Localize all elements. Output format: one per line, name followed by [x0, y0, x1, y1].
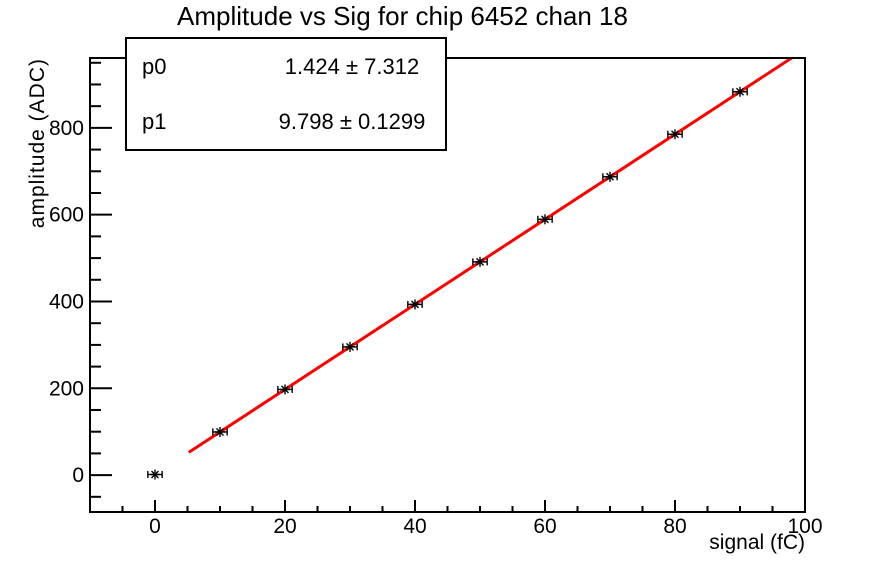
x-tick-label: 0 — [149, 515, 161, 538]
x-tick-label: 100 — [787, 515, 822, 538]
stat-value: 9.798 ± 0.1299 — [278, 108, 426, 134]
marker-line — [346, 342, 354, 351]
marker-line — [476, 257, 484, 266]
marker-line — [151, 470, 159, 479]
data-point — [407, 299, 423, 310]
axes-layer: 0 20 40 60 80 100 0 200 400 600 800 — [49, 61, 823, 538]
marker-line — [541, 215, 549, 224]
y-axis-title: amplitude (ADC) — [26, 58, 49, 228]
x-tick-label: 40 — [403, 515, 426, 538]
stat-name: p0 — [142, 53, 167, 79]
stat-value: 1.424 ± 7.312 — [284, 53, 420, 79]
data-point — [602, 171, 618, 182]
fit-line — [187, 58, 795, 454]
data-point — [277, 384, 293, 395]
x-tick-label: 20 — [273, 515, 296, 538]
fit-stats-box: p0 1.424 ± 7.312 p1 9.798 ± 0.1299 — [125, 37, 447, 151]
stats-row-p1: p1 9.798 ± 0.1299 — [127, 94, 445, 149]
data-point — [342, 341, 358, 352]
marker-line — [216, 427, 224, 436]
stat-name: p1 — [142, 108, 167, 134]
y-tick-label: 0 — [72, 464, 84, 487]
data-point — [212, 426, 228, 437]
y-tick-label: 400 — [49, 290, 84, 313]
y-tick-label: 200 — [49, 377, 84, 400]
x-tick-label: 80 — [663, 515, 686, 538]
marker-line — [736, 87, 744, 96]
data-point — [472, 256, 488, 267]
data-point — [667, 129, 683, 140]
data-point — [732, 86, 748, 97]
stats-row-p0: p0 1.424 ± 7.312 — [127, 39, 445, 94]
x-tick-label: 60 — [533, 515, 556, 538]
fit-line-layer — [187, 58, 795, 454]
plot-title: Amplitude vs Sig for chip 6452 chan 18 — [177, 1, 628, 31]
data-point — [537, 214, 553, 225]
marker-line — [671, 130, 679, 139]
marker-line — [411, 300, 419, 309]
x-axis-title: signal (fC) — [709, 531, 805, 554]
marker-line — [281, 385, 289, 394]
y-tick-label: 600 — [49, 204, 84, 227]
data-points-layer — [147, 86, 748, 480]
marker-line — [606, 172, 614, 181]
data-point — [147, 469, 163, 480]
y-tick-label: 800 — [49, 117, 84, 140]
